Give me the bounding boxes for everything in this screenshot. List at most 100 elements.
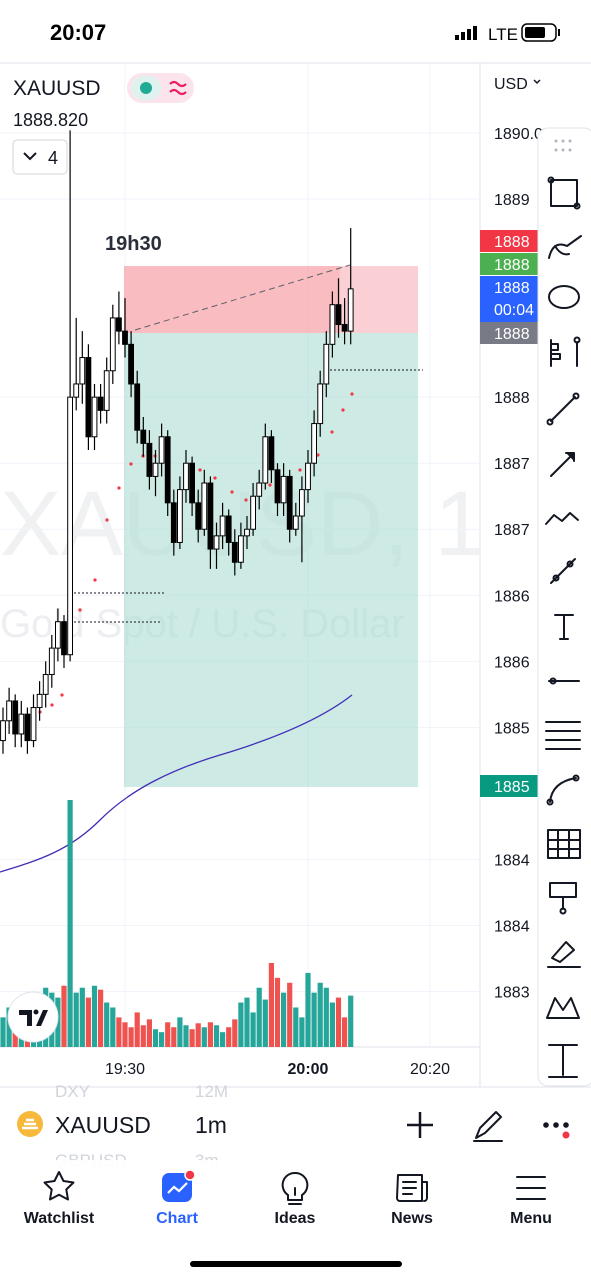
volume-bar [91,985,98,1047]
candle-body [256,482,263,497]
candle-body [158,436,165,464]
shape: XAUUSD, 1 Gold Spot / U.S. Dollar [0,63,480,1047]
logo [19,1010,48,1026]
candle-body [323,343,330,385]
shape [549,882,577,910]
shape [549,677,557,685]
volume-bar [0,1017,6,1047]
shape [552,574,560,582]
shape [50,703,54,707]
volume-bar [348,995,354,1047]
price-badge-label: 1888 [494,257,530,274]
shape [547,176,555,184]
volume-bar [305,972,311,1047]
volume-bar [268,963,274,1047]
volume-bar [213,1025,220,1047]
candle-body [18,713,25,735]
tab-icon [516,1176,546,1200]
shape [105,518,109,522]
shape [60,693,64,697]
shape [554,148,558,152]
collapse-button[interactable] [12,139,68,175]
tab-icon [281,1171,309,1205]
candle-body [195,502,202,530]
price-badge [480,775,540,797]
candle-body [36,693,43,709]
annotation: 19h30 [105,233,162,255]
volume-bar [287,982,293,1047]
tab-label[interactable]: Ideas [275,1210,316,1227]
logo-bg [7,991,59,1043]
shape [455,35,459,40]
candle-body [24,713,31,742]
volume-bar [250,1012,256,1047]
shape [550,558,576,584]
candle-body [225,515,232,543]
symbol[interactable]: XAUUSD [55,1112,151,1138]
candle-body [12,700,19,735]
shape [554,139,558,143]
currency[interactable]: USD [494,76,528,93]
tab-label[interactable]: Watchlist [24,1210,95,1227]
volume-bar [134,1012,140,1047]
volume-bar [98,989,104,1047]
drawing-toolbar [537,127,591,1087]
candle-body [201,482,208,530]
tab-icon [396,1174,428,1202]
shape [573,202,581,210]
candle-body [42,674,49,695]
candle-body [280,475,287,504]
tab-label[interactable]: News [391,1210,433,1227]
shape [244,498,248,502]
network: LTE [488,25,518,44]
shape [545,512,579,525]
price-badge [480,322,540,344]
volume-bar [183,1025,189,1047]
shape [548,285,580,309]
shape [117,486,121,490]
volume-bar [189,1029,195,1047]
volume-bar [165,1022,171,1047]
candle-body [219,515,226,537]
candle-body [164,436,171,504]
candle-body [231,541,238,563]
shape [543,1122,549,1128]
shape [316,453,320,457]
volume-bar [226,1027,232,1047]
candle-body [213,535,220,550]
candle-body [48,647,55,676]
shape [546,997,580,1019]
shape [553,1122,559,1128]
volume-bar [146,1019,152,1047]
candle-body [91,396,98,438]
price-badge-label: 1885 [494,779,530,796]
draw-button[interactable] [473,1111,503,1142]
more-button[interactable] [543,1122,570,1139]
candle-body [329,304,336,345]
shape [572,774,580,782]
tab-label[interactable]: Chart [156,1210,198,1227]
price-badge-label: 1888 [494,326,530,343]
volume-bar [232,1019,238,1047]
volume-bar [238,1002,244,1047]
candle-body [73,383,80,398]
grip [554,139,572,152]
candle-body [317,383,324,425]
candle-body [341,324,348,332]
drawing-tools[interactable] [545,176,582,1078]
collapse-count: 4 [48,148,58,168]
tab-label[interactable]: Menu [510,1210,552,1227]
volume-bar [128,1027,134,1047]
shape [230,490,234,494]
market-dot [140,82,152,94]
volume-bar [85,997,91,1047]
volume-bar [195,1023,201,1047]
shape [561,148,565,152]
add-button[interactable] [407,1112,433,1138]
volume-bar [171,1027,177,1047]
candle-body [183,462,189,491]
shape [525,27,545,38]
interval[interactable]: 1m [195,1112,227,1138]
shape [558,29,560,36]
volume-bar [201,1027,207,1047]
